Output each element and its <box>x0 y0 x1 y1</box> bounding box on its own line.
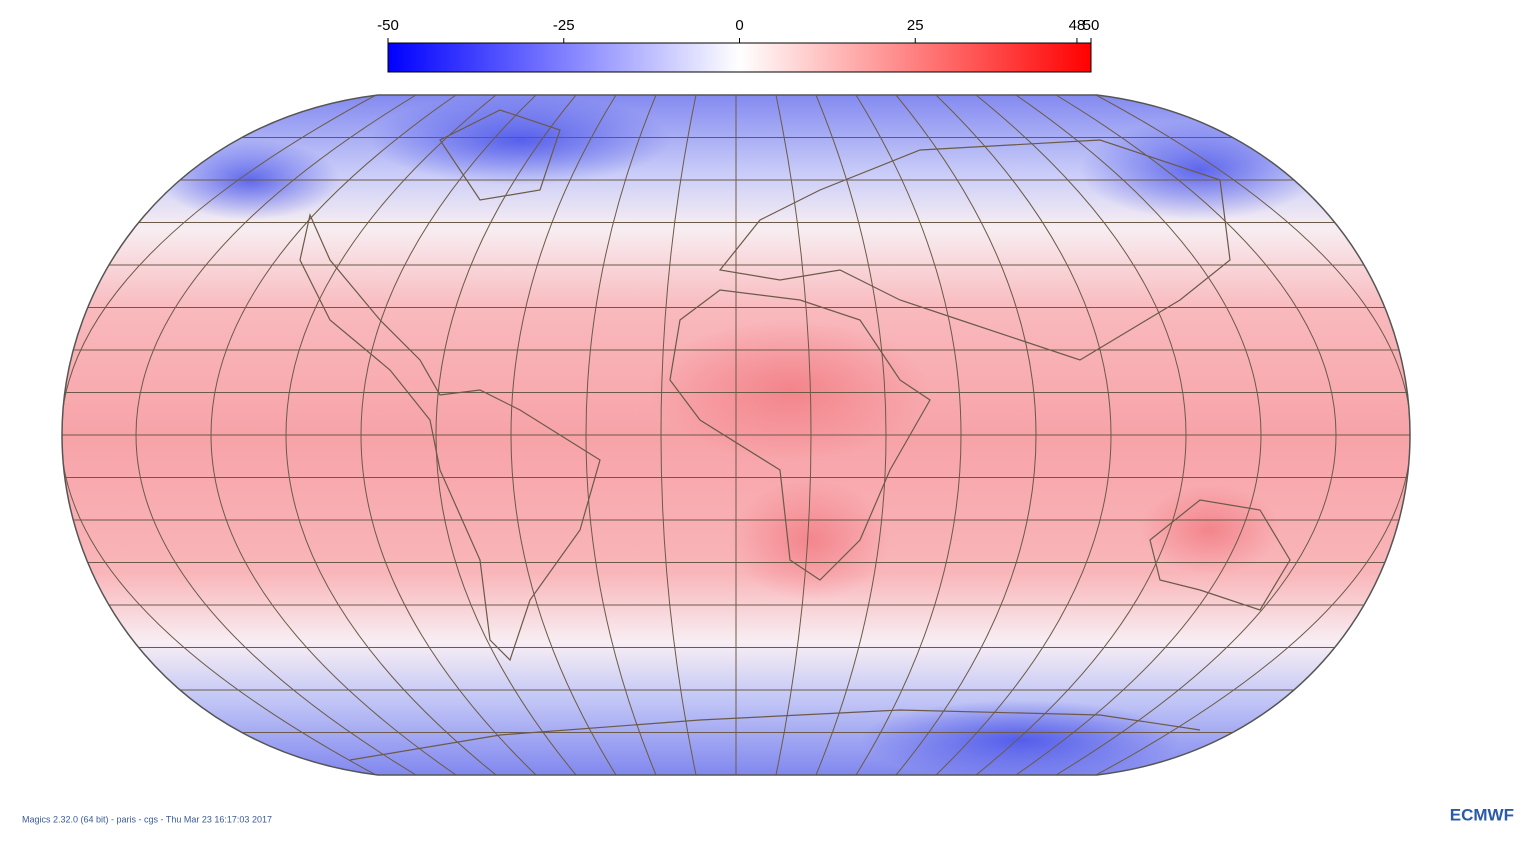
meridian <box>1055 95 1337 775</box>
meridian <box>1015 95 1262 775</box>
map-border <box>61 94 1411 776</box>
logo: ECMWF <box>1450 805 1514 824</box>
meridian <box>975 95 1187 775</box>
meridian <box>815 95 887 775</box>
meridian <box>855 95 962 775</box>
meridian <box>135 95 417 775</box>
footer-text: Magics 2.32.0 (64 bit) - paris - cgs - T… <box>22 814 272 824</box>
colorbar-tick-label: 0 <box>735 17 743 34</box>
colorbar <box>387 42 1092 73</box>
meridian <box>360 95 537 775</box>
colorbar-tick-label: -25 <box>553 17 575 34</box>
meridian <box>895 95 1037 775</box>
meridian <box>62 95 377 775</box>
meridian <box>285 95 497 775</box>
colorbar-tick-label: 50 <box>1083 17 1100 34</box>
meridian <box>775 95 812 775</box>
meridian <box>935 95 1112 775</box>
meridian <box>510 95 617 775</box>
map-field <box>62 95 1410 775</box>
meridian <box>435 95 577 775</box>
colorbar-tick-label: 25 <box>907 17 924 34</box>
meridian <box>660 95 697 775</box>
colorbar-tick-label: 48 <box>1069 17 1086 34</box>
coastlines <box>299 109 1291 761</box>
colorbar-tick-label: -50 <box>377 17 399 34</box>
meridian <box>585 95 657 775</box>
meridian <box>1095 95 1410 775</box>
meridian <box>210 95 457 775</box>
